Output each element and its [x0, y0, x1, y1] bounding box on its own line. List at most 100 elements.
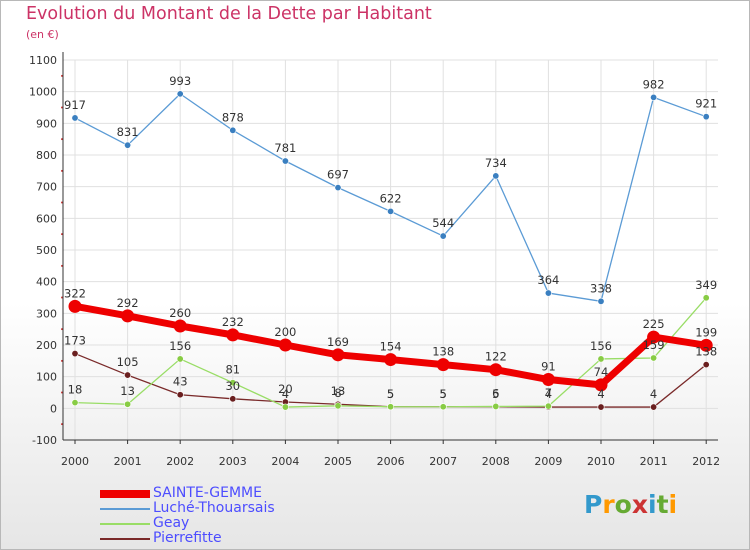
- data-label: 322: [64, 286, 86, 300]
- grid: [63, 59, 718, 441]
- data-point: [702, 113, 710, 121]
- data-label: 200: [274, 325, 296, 339]
- data-label: 138: [695, 345, 717, 359]
- x-tick-label: 2000: [61, 455, 89, 468]
- x-tick-label: 2012: [692, 455, 720, 468]
- legend: SAINTE-GEMME Luché-Thouarsais Geay Pierrefi…: [100, 486, 275, 546]
- data-label: 4: [545, 387, 552, 401]
- data-point: [334, 402, 342, 410]
- y-tick-label: 200: [36, 339, 57, 352]
- data-point: [278, 338, 292, 352]
- data-point: [650, 354, 658, 362]
- data-point: [121, 309, 135, 323]
- x-tick-label: 2004: [271, 455, 299, 468]
- data-label: 74: [594, 365, 609, 379]
- data-label: 13: [331, 384, 346, 398]
- x-tick-label: 2002: [166, 455, 194, 468]
- x-tick-label: 2001: [114, 455, 142, 468]
- data-point: [439, 232, 447, 240]
- data-label: 81: [225, 363, 240, 377]
- data-point: [71, 114, 79, 122]
- data-label: 7: [545, 386, 552, 400]
- data-label: 199: [695, 325, 717, 339]
- y-tick-label: 500: [36, 244, 57, 257]
- data-point: [176, 90, 184, 98]
- data-label: 878: [222, 110, 244, 124]
- x-tick-label: 2005: [324, 455, 352, 468]
- data-label: 349: [695, 278, 717, 292]
- legend-item: Geay: [100, 516, 275, 531]
- x-tick-label: 2011: [640, 455, 668, 468]
- data-label: 138: [432, 345, 454, 359]
- data-label: 4: [282, 387, 289, 401]
- data-label: 917: [64, 98, 86, 112]
- data-point: [226, 328, 240, 342]
- legend-label: Geay: [153, 515, 190, 531]
- data-point: [702, 361, 710, 369]
- data-label: 169: [327, 335, 349, 349]
- data-label: 5: [492, 387, 499, 401]
- data-label: 982: [643, 77, 665, 91]
- data-label: 225: [643, 317, 665, 331]
- data-point: [597, 403, 605, 411]
- logo-letter: i: [668, 490, 678, 519]
- legend-swatch: [100, 507, 150, 510]
- data-point: [176, 355, 184, 363]
- data-point: [647, 330, 661, 344]
- data-point: [544, 402, 552, 410]
- data-point: [384, 353, 398, 367]
- data-label: 91: [541, 360, 556, 374]
- data-label: 781: [274, 141, 296, 155]
- y-tick-label: 1000: [29, 86, 57, 99]
- data-label: 5: [387, 387, 394, 401]
- data-point: [68, 299, 82, 313]
- x-tick-label: 2008: [482, 455, 510, 468]
- data-label: 364: [537, 273, 559, 287]
- data-label: 831: [117, 125, 139, 139]
- y-tick-label: 1100: [29, 54, 57, 67]
- data-point: [489, 363, 503, 377]
- x-tick-label: 2006: [377, 455, 405, 468]
- data-point: [597, 355, 605, 363]
- data-point: [124, 141, 132, 149]
- data-point: [439, 403, 447, 411]
- y-tick-label: -100: [32, 434, 57, 447]
- data-label: 5: [440, 387, 447, 401]
- data-label: 4: [650, 387, 657, 401]
- data-label: 43: [173, 375, 188, 389]
- data-label: 4: [597, 387, 604, 401]
- data-label: 292: [117, 296, 139, 310]
- y-tick-label: 900: [36, 117, 57, 130]
- data-label: 5: [387, 387, 394, 401]
- logo-letter: P: [584, 490, 603, 519]
- logo-letter: i: [648, 490, 657, 519]
- axes: -100 0 100 200 300 400 500 600 700 800 900 1000 1100…: [29, 52, 720, 468]
- data-point: [544, 289, 552, 297]
- x-tick-label: 2007: [429, 455, 457, 468]
- data-point: [124, 371, 132, 379]
- data-label: 6: [492, 386, 499, 400]
- data-point: [331, 348, 345, 362]
- data-label: 338: [590, 281, 612, 295]
- data-label: 122: [485, 350, 507, 364]
- data-label: 18: [68, 383, 83, 397]
- data-label: 13: [120, 384, 135, 398]
- data-point: [597, 297, 605, 305]
- data-point: [492, 402, 500, 410]
- data-point: [594, 378, 608, 392]
- proxiti-logo: Proxiti: [584, 490, 677, 519]
- data-point: [387, 403, 395, 411]
- data-label: 697: [327, 168, 349, 182]
- data-label: 921: [695, 97, 717, 111]
- data-label: 260: [169, 306, 191, 320]
- legend-swatch: [100, 537, 150, 540]
- legend-item: Luché-Thouarsais: [100, 501, 275, 516]
- y-tick-label: 800: [36, 149, 57, 162]
- data-point: [71, 399, 79, 407]
- x-tick-label: 2003: [219, 455, 247, 468]
- legend-label: SAINTE-GEMME: [153, 485, 262, 501]
- data-label: 30: [225, 379, 240, 393]
- legend-swatch: [100, 489, 150, 498]
- unit-label: (en €): [26, 28, 59, 41]
- data-point: [541, 373, 555, 387]
